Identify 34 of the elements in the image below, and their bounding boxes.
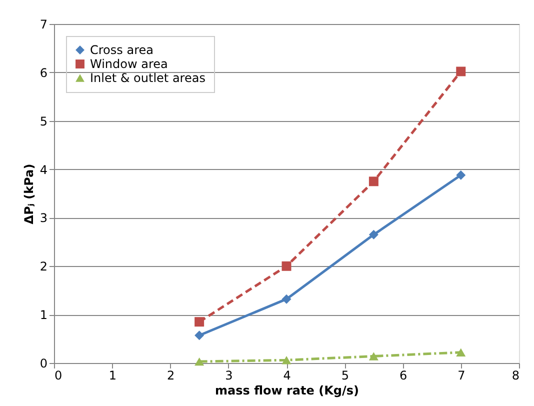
x-tick-label: 1 [108, 368, 116, 382]
point [194, 317, 204, 327]
y-tick-label: 5 [40, 114, 48, 128]
point [368, 230, 378, 240]
x-tick-label: 6 [399, 368, 408, 382]
y-tick-label: 6 [40, 66, 48, 80]
x-tick-label: 2 [166, 368, 175, 382]
point [194, 357, 204, 366]
point [282, 294, 292, 304]
x-tick-label: 4 [283, 368, 291, 382]
y-tick-label: 1 [40, 308, 48, 322]
y-tick-label: 4 [40, 162, 48, 177]
point [282, 356, 292, 364]
x-tick-label: 5 [341, 368, 349, 382]
point [368, 352, 378, 360]
x-tick-label: 7 [458, 368, 466, 382]
y-axis-title: ΔPⱼ (kPa) [22, 164, 36, 224]
point [456, 66, 466, 76]
point [456, 170, 466, 180]
y-tick-label: 3 [40, 211, 48, 226]
y-tick-label: 7 [40, 18, 48, 32]
point [282, 261, 292, 271]
point [194, 330, 204, 340]
legend-label: Inlet & outlet areas [90, 71, 206, 85]
point [368, 176, 378, 186]
x-tick-label: 3 [225, 368, 233, 382]
y-tick-label: 0 [40, 356, 48, 370]
legend-label: Window area [90, 57, 168, 71]
point [456, 348, 466, 356]
x-tick-label: 8 [512, 368, 520, 382]
x-tick-label: 0 [54, 368, 62, 382]
y-tick-label: 2 [40, 260, 48, 274]
x-axis-title: mass flow rate (Kg/s) [215, 384, 359, 398]
legend-label: Cross area [90, 43, 154, 57]
